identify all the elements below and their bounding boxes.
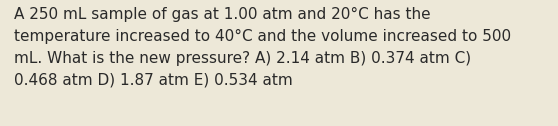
Text: A 250 mL sample of gas at 1.00 atm and 20°C has the
temperature increased to 40°: A 250 mL sample of gas at 1.00 atm and 2… [14,7,511,87]
